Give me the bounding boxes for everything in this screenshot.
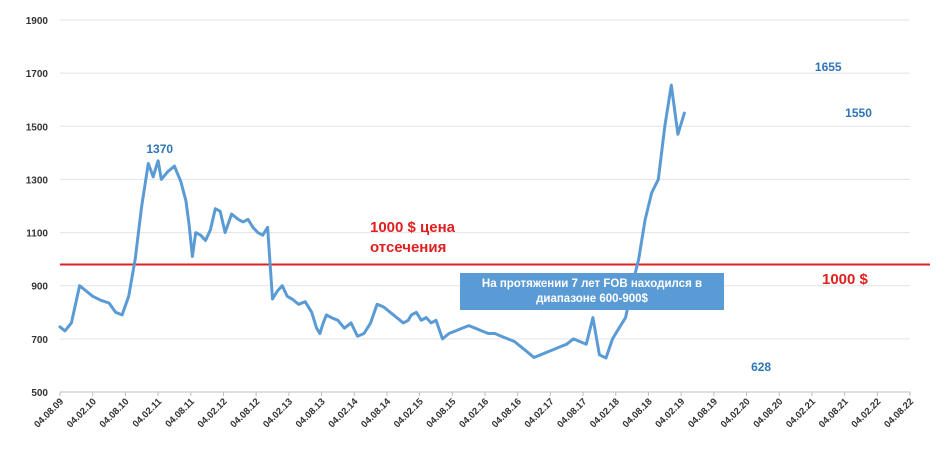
x-tick-label: 04.02.21 (784, 396, 818, 430)
x-tick-label: 04.08.19 (686, 396, 720, 430)
y-tick-label: 900 (31, 282, 48, 293)
data-label: 1370 (146, 142, 173, 156)
x-tick-label: 04.08.17 (555, 396, 589, 430)
reference-line-label: 1000 $ (822, 271, 869, 288)
y-tick-label: 1100 (26, 229, 48, 240)
x-tick-label: 04.08.14 (359, 396, 393, 430)
x-tick-label: 04.02.12 (196, 396, 230, 430)
x-tick-label: 04.08.11 (163, 396, 197, 430)
y-tick-label: 500 (31, 388, 48, 399)
x-tick-label: 04.08.20 (751, 396, 785, 430)
x-tick-label: 04.02.17 (523, 396, 557, 430)
x-tick-label: 04.02.14 (326, 396, 360, 430)
x-tick-label: 04.08.21 (817, 396, 851, 430)
cutoff-annotation-line1: 1000 $ цена (370, 219, 456, 236)
x-tick-label: 04.02.18 (588, 396, 622, 430)
x-tick-label: 04.02.11 (131, 396, 165, 430)
x-tick-label: 04.08.15 (424, 396, 458, 430)
data-label: 628 (751, 360, 771, 374)
range-callout: На протяжении 7 лет FOB находился в диап… (460, 273, 724, 310)
gridlines (60, 19, 910, 340)
cutoff-annotation-line2: отсечения (370, 239, 446, 256)
x-tick-label: 04.08.12 (228, 396, 262, 430)
x-tick-label: 04.08.09 (32, 396, 66, 430)
data-label: 1655 (815, 60, 842, 74)
y-axis-ticks: 500 700 900 1100 1300 1500 1700 1900 (26, 16, 49, 399)
x-tick-label: 04.02.10 (65, 396, 99, 430)
range-callout-text: На протяжении 7 лет FOB находился в диап… (481, 277, 703, 305)
x-tick-label: 04.02.19 (653, 396, 687, 430)
x-tick-label: 04.02.22 (849, 396, 883, 430)
x-tick-label: 04.08.10 (98, 396, 132, 430)
y-tick-label: 1900 (26, 16, 49, 27)
x-tick-label: 04.08.16 (490, 396, 524, 430)
x-tick-label: 04.02.13 (261, 396, 295, 430)
fob-price-line (58, 83, 686, 360)
x-tick-label: 04.02.20 (719, 396, 753, 430)
y-tick-label: 1300 (26, 175, 49, 186)
y-tick-label: 1700 (26, 69, 49, 80)
x-tick-label: 04.02.15 (392, 396, 426, 430)
x-tick-label: 04.08.13 (294, 396, 328, 430)
data-labels: 1370 1655 1550 628 (146, 60, 872, 374)
y-tick-label: 700 (31, 335, 48, 346)
x-tick-label: 04.08.22 (882, 396, 916, 430)
data-label: 1550 (845, 106, 872, 120)
y-tick-label: 1500 (26, 122, 49, 133)
x-tick-label: 04.08.18 (621, 396, 655, 430)
x-tick-label: 04.02.16 (457, 396, 491, 430)
